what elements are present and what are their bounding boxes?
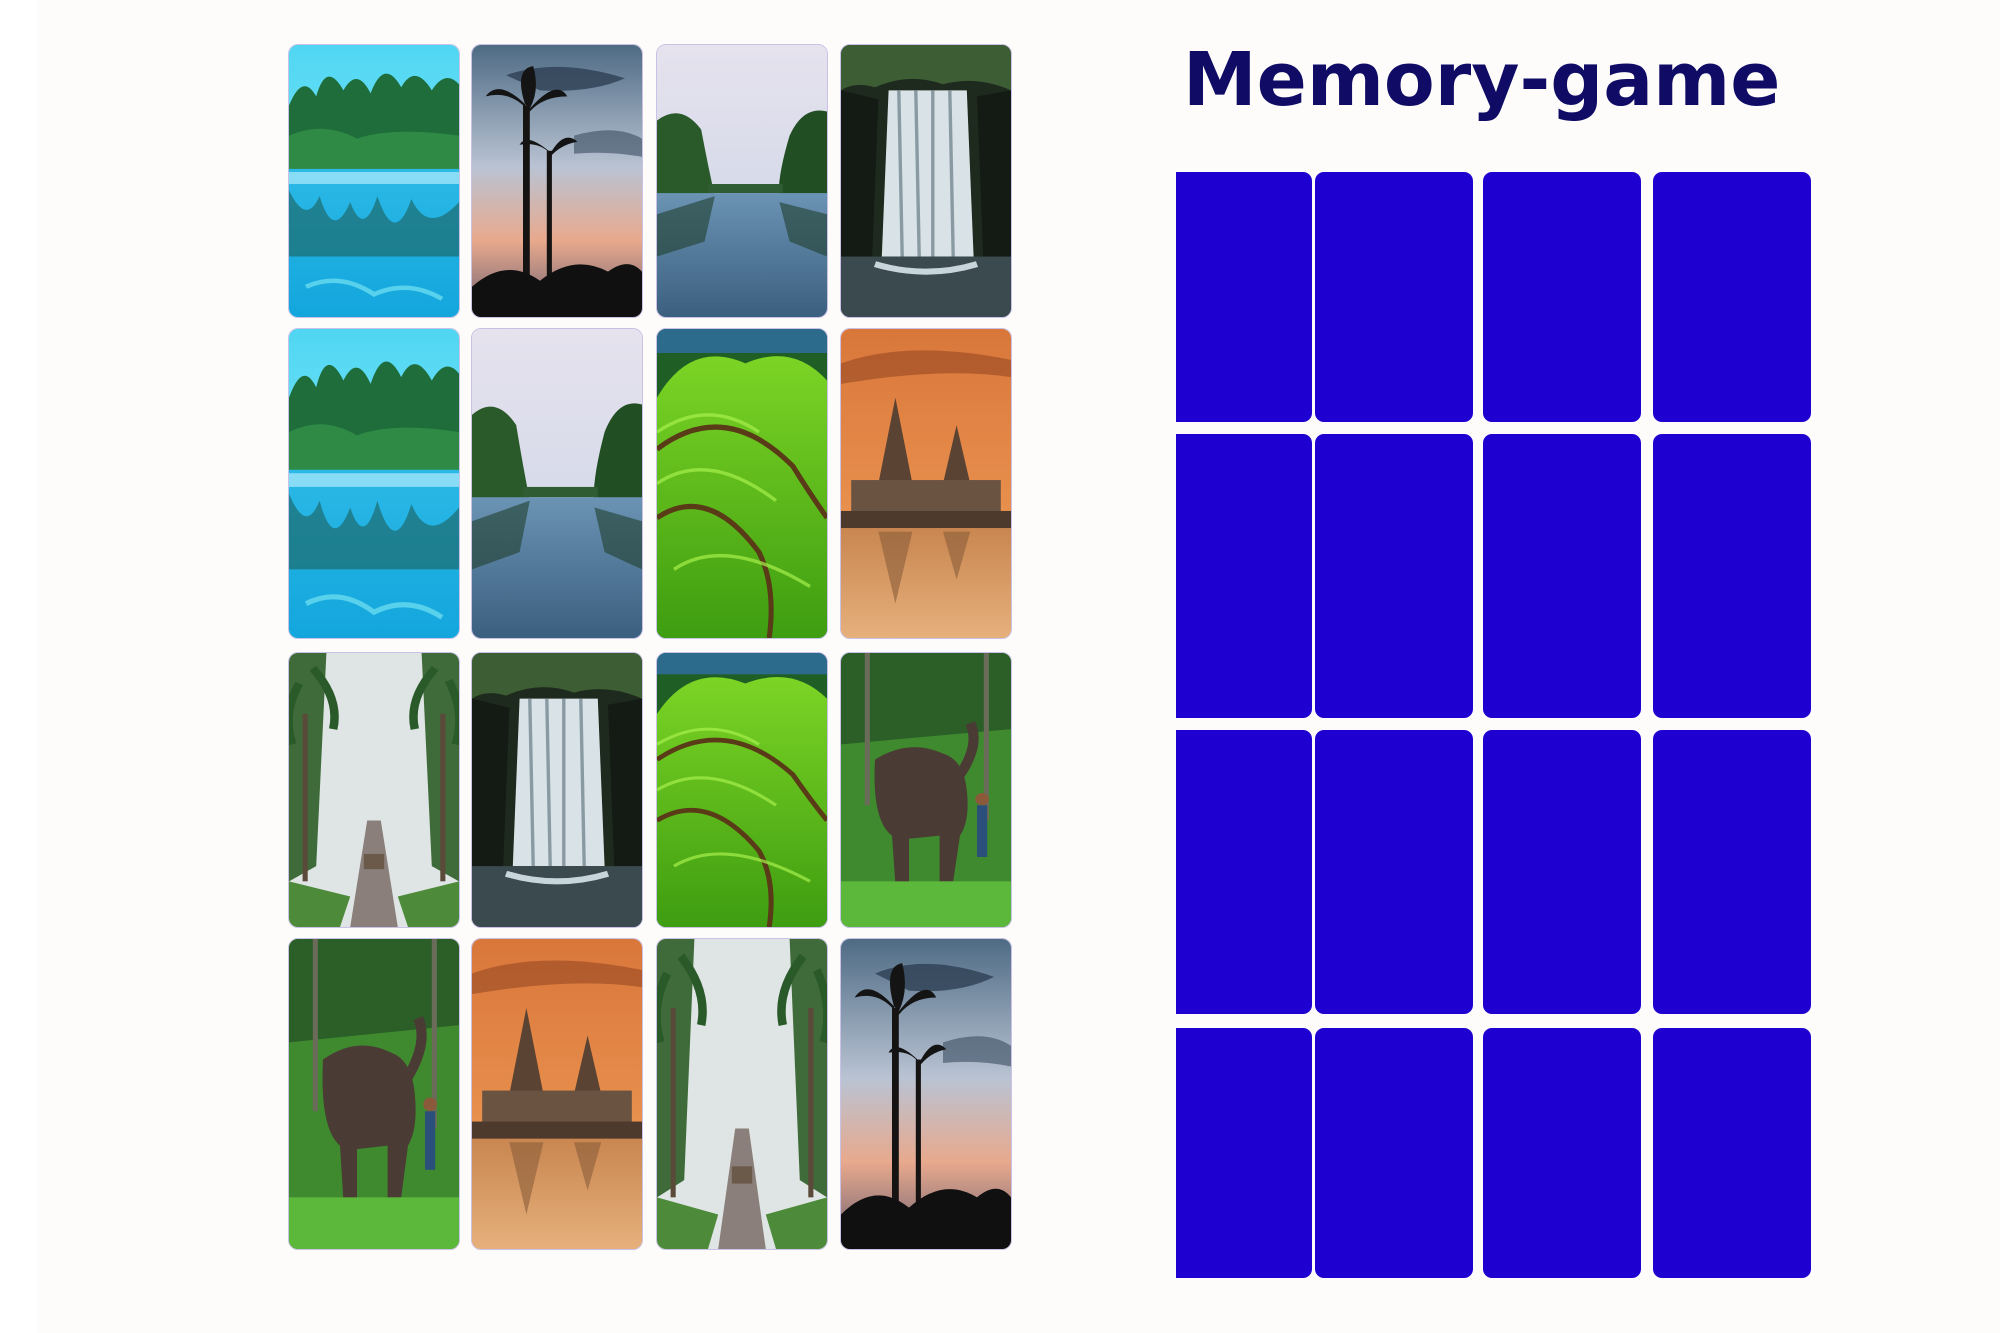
- face-down-card[interactable]: [1483, 730, 1641, 1014]
- face-down-card[interactable]: [1176, 730, 1312, 1014]
- misty-palm-road-image: [657, 939, 827, 1249]
- face-down-card[interactable]: [1315, 434, 1473, 718]
- picture-card[interactable]: [471, 938, 643, 1250]
- page-title: Memory-game: [1183, 37, 1781, 123]
- tea-hills-image: [657, 329, 827, 638]
- misty-palm-road-image: [289, 653, 459, 927]
- picture-card[interactable]: [840, 328, 1012, 639]
- face-down-card[interactable]: [1483, 434, 1641, 718]
- tea-hills-image: [657, 653, 827, 927]
- picture-card[interactable]: [840, 44, 1012, 318]
- picture-card[interactable]: [656, 652, 828, 928]
- picture-card[interactable]: [656, 328, 828, 639]
- picture-card[interactable]: [471, 328, 643, 639]
- picture-card[interactable]: [471, 652, 643, 928]
- face-down-card[interactable]: [1176, 172, 1312, 422]
- face-down-card[interactable]: [1483, 172, 1641, 422]
- picture-card[interactable]: [840, 652, 1012, 928]
- picture-card[interactable]: [840, 938, 1012, 1250]
- picture-card[interactable]: [288, 328, 460, 639]
- face-down-card[interactable]: [1653, 434, 1811, 718]
- shore-temple-image: [472, 939, 642, 1249]
- lake-reflection-image: [289, 329, 459, 638]
- waterfall-image: [841, 45, 1011, 317]
- picture-card[interactable]: [288, 652, 460, 928]
- face-down-card[interactable]: [1653, 1028, 1811, 1278]
- face-down-card[interactable]: [1653, 172, 1811, 422]
- face-down-card[interactable]: [1315, 730, 1473, 1014]
- elephant-image: [841, 653, 1011, 927]
- face-down-card[interactable]: [1315, 172, 1473, 422]
- picture-card[interactable]: [288, 938, 460, 1250]
- river-forest-image: [472, 329, 642, 638]
- picture-card[interactable]: [471, 44, 643, 318]
- face-down-card[interactable]: [1176, 434, 1312, 718]
- shore-temple-image: [841, 329, 1011, 638]
- elephant-image: [289, 939, 459, 1249]
- palm-sunset-image: [841, 939, 1011, 1249]
- river-forest-image: [657, 45, 827, 317]
- palm-sunset-image: [472, 45, 642, 317]
- picture-card[interactable]: [656, 44, 828, 318]
- revealed-card-grid: [288, 44, 1012, 1250]
- picture-card[interactable]: [656, 938, 828, 1250]
- waterfall-image: [472, 653, 642, 927]
- picture-card[interactable]: [288, 44, 460, 318]
- face-down-card-grid: [1176, 172, 1812, 1278]
- face-down-card[interactable]: [1653, 730, 1811, 1014]
- lake-reflection-image: [289, 45, 459, 317]
- face-down-card[interactable]: [1483, 1028, 1641, 1278]
- face-down-card[interactable]: [1315, 1028, 1473, 1278]
- face-down-card[interactable]: [1176, 1028, 1312, 1278]
